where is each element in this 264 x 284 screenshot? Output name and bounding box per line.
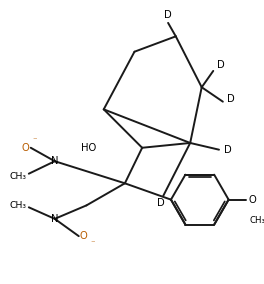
Text: HO: HO: [81, 143, 96, 153]
Text: D: D: [164, 10, 172, 20]
Text: D: D: [224, 145, 232, 155]
Text: CH₃: CH₃: [10, 172, 27, 181]
Text: O: O: [21, 143, 29, 153]
Text: ⁻: ⁻: [91, 239, 95, 248]
Text: CH₃: CH₃: [249, 216, 264, 225]
Text: D: D: [158, 199, 165, 208]
Text: CH₃: CH₃: [10, 201, 27, 210]
Text: N: N: [51, 214, 59, 224]
Text: D: D: [217, 60, 225, 70]
Text: ⁻: ⁻: [32, 137, 37, 145]
Text: D: D: [227, 94, 234, 104]
Text: N: N: [51, 156, 59, 166]
Text: O: O: [80, 231, 87, 241]
Text: O: O: [249, 195, 257, 205]
